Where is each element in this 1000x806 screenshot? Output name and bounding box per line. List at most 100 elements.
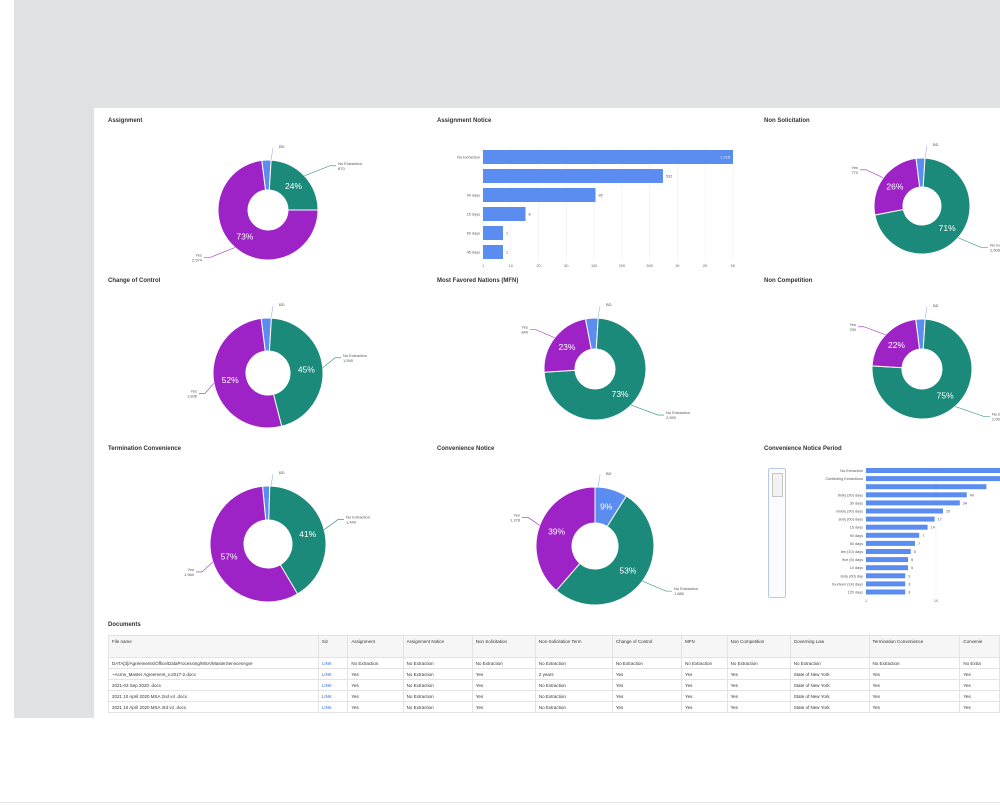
donut-slice[interactable] (555, 495, 655, 606)
donut-slice[interactable] (268, 317, 324, 427)
documents-title: Documents (108, 622, 141, 628)
bar[interactable] (866, 484, 987, 490)
column-header[interactable]: Convenie (959, 635, 1000, 658)
axis-tick-label: 2K (703, 264, 708, 268)
table-row[interactable]: 2021 10 April 2020 MSA 3rd v4 .docx LINK Y… (108, 701, 1000, 713)
bar[interactable] (866, 589, 906, 595)
column-header[interactable]: MFN (681, 635, 728, 658)
callout-line (642, 580, 672, 592)
table-cell: Yes (959, 668, 1000, 680)
bar[interactable] (866, 508, 943, 514)
slice-percent-label: 41% (299, 529, 316, 539)
bar[interactable] (483, 226, 503, 240)
bar[interactable] (483, 150, 733, 164)
donut-slice[interactable] (543, 318, 592, 373)
panel-title: Assignment (108, 118, 143, 124)
callout-line (954, 406, 990, 417)
column-header[interactable]: Assignment Notice (402, 635, 473, 658)
bar[interactable] (866, 540, 915, 546)
table-cell: Yes (347, 701, 404, 713)
panel-title: Assignment Notice (437, 118, 492, 124)
bar-category-label: No Extraction (457, 156, 480, 160)
callout-label-yes: Yes (190, 388, 197, 393)
column-header[interactable]: Non Solicitation (471, 635, 536, 658)
bar[interactable] (483, 245, 503, 259)
callout-label-yes: Yes (849, 322, 856, 327)
donut-slice[interactable] (217, 159, 319, 261)
callout-line (630, 404, 664, 416)
column-header[interactable]: Termination Convenience (868, 635, 961, 658)
donut-slice[interactable] (871, 318, 973, 420)
bar[interactable] (866, 492, 967, 498)
bar[interactable] (866, 476, 1000, 482)
column-header[interactable]: Change of Control (611, 635, 683, 658)
table-cell: Yes (681, 690, 728, 702)
bar[interactable] (866, 565, 908, 571)
scrollbar[interactable] (768, 468, 786, 598)
column-header[interactable]: Siz (317, 635, 349, 658)
donut-slice[interactable] (209, 485, 299, 603)
donut-slice[interactable] (535, 486, 596, 592)
donut-slice[interactable] (873, 157, 921, 216)
table-cell: Yes (611, 701, 683, 713)
column-header[interactable]: File name (108, 635, 319, 658)
table-cell: DATA[3]/Agreements/Office/DataProcessing… (108, 657, 319, 669)
bar[interactable] (866, 557, 908, 563)
slice-percent-label: 23% (558, 342, 575, 352)
bar[interactable] (866, 524, 928, 530)
bar-value-label: 20 (946, 510, 950, 514)
donut-slice[interactable] (871, 318, 921, 369)
bar[interactable] (866, 573, 906, 579)
file-link[interactable]: LINK (317, 657, 349, 669)
callout-label-yes: Yes (521, 325, 528, 330)
bar[interactable] (483, 188, 596, 202)
slice-percent-label: 75% (937, 390, 954, 400)
column-header[interactable]: Non-Solicitation Term (534, 635, 613, 658)
bar[interactable] (483, 207, 526, 221)
callout-label-no-extraction: No Extraction (343, 353, 367, 358)
table-row[interactable]: ~Acme_Master Agreement_v.2017-2.docx LINK… (108, 668, 1000, 680)
donut-slice[interactable] (268, 485, 327, 595)
column-header[interactable]: Governing Law (789, 635, 870, 658)
callout-count-yes: 1,378 (510, 517, 521, 522)
donut-slice[interactable] (874, 157, 971, 255)
bar-value-label: 7 (922, 534, 924, 538)
assignment-notice-bar-chart[interactable]: 1 10 20 50 100 200 500 1K 2K 5K No Extraction 1,715… (437, 130, 757, 280)
panel-title: Non Competition (764, 278, 813, 284)
donut-slice[interactable] (212, 317, 283, 429)
file-link[interactable]: LINK (317, 690, 349, 702)
bar[interactable] (483, 169, 663, 183)
file-link[interactable]: LINK (317, 701, 349, 713)
column-header[interactable]: Assignment (347, 635, 404, 658)
bar[interactable] (866, 468, 1000, 473)
bar[interactable] (866, 549, 911, 554)
termination-convenience-panel: Termination Convenience 41% 57% BD No Extra… (108, 446, 408, 616)
bar-category-label: 90 days (850, 534, 863, 538)
table-cell: No Extraction (402, 679, 473, 691)
slice-percent-label: 39% (548, 527, 565, 537)
table-row[interactable]: DATA[3]/Agreements/Office/DataProcessing… (108, 657, 1000, 669)
donut-slice[interactable] (543, 317, 647, 421)
table-cell: No Extraction (534, 701, 613, 713)
table-row[interactable]: 2021 10 April 2020 MSA 2nd v4 .docx LINK Y… (108, 690, 1000, 702)
bar[interactable] (866, 581, 906, 587)
file-link[interactable]: LINK (317, 679, 349, 691)
bar[interactable] (866, 532, 920, 538)
file-link[interactable]: LINK (317, 668, 349, 680)
scrollbar-thumb[interactable] (772, 473, 783, 497)
column-header[interactable]: Non Competition (726, 635, 791, 658)
convenience-notice-panel: Convenience Notice 9% 53% 39% BD No Extracti… (437, 446, 757, 616)
callout-line (957, 237, 988, 249)
bar[interactable] (866, 500, 960, 506)
table-row[interactable]: 2021-03 Sep 2020 .docx LINK Yes No Extracti… (108, 679, 1000, 691)
change-of-control-panel: Change of Control 45% 52% BD No Extraction 1… (108, 278, 408, 443)
bar[interactable] (866, 516, 935, 522)
